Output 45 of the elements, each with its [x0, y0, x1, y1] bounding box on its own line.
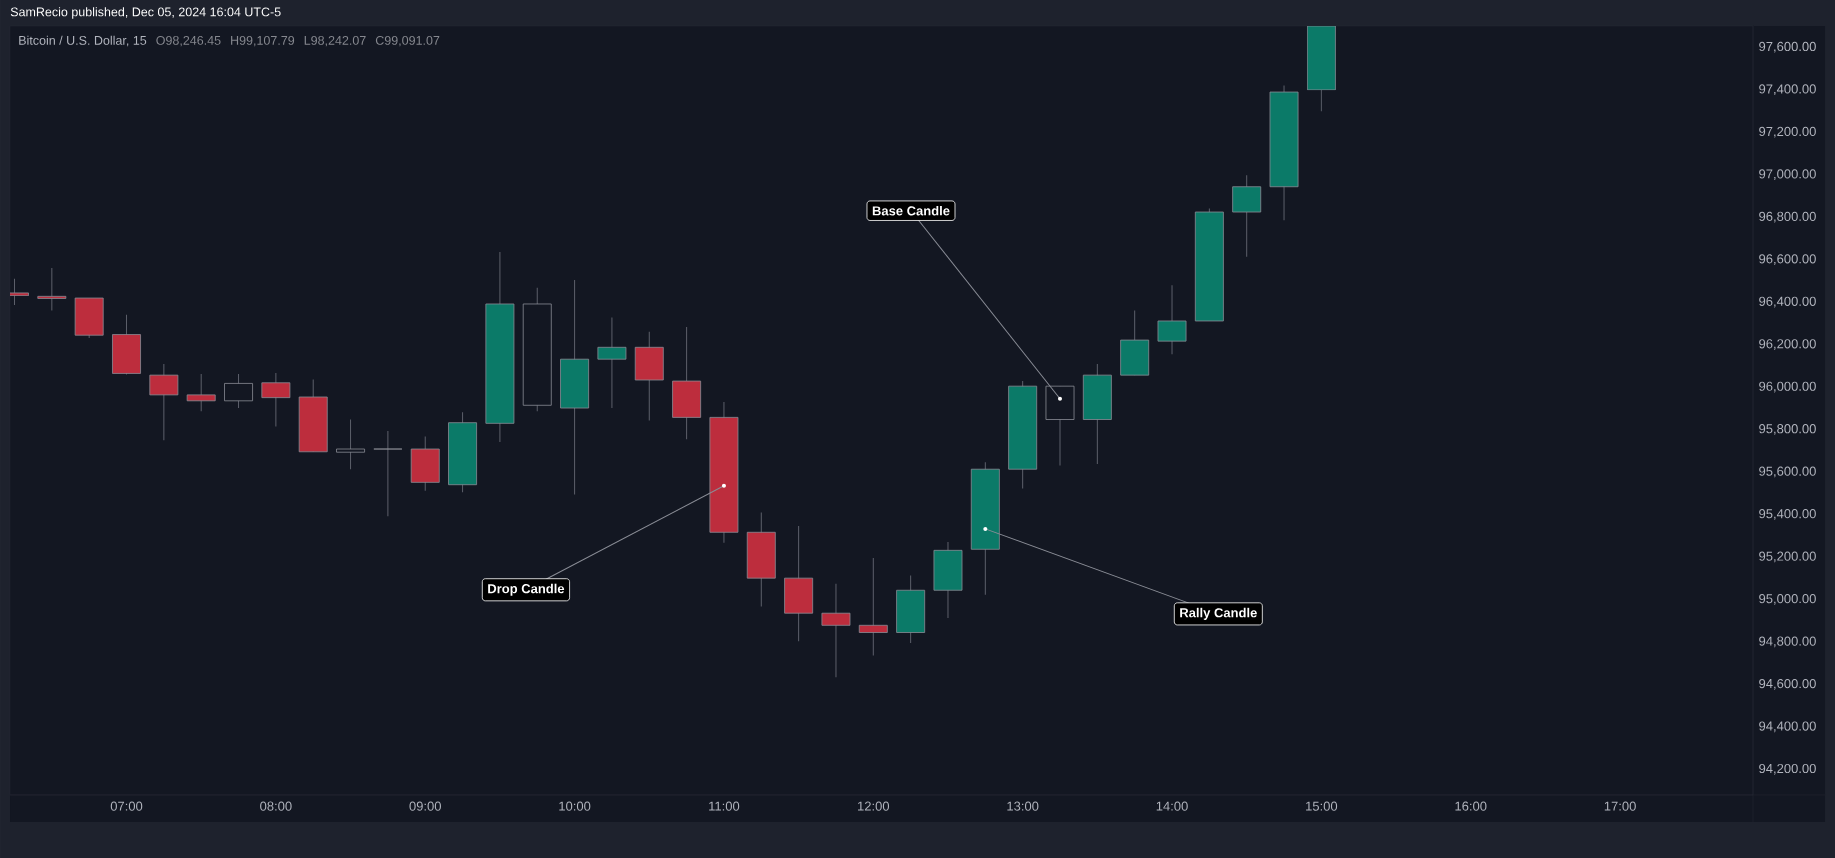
- y-tick-label: 95,400.00: [1759, 509, 1816, 520]
- x-tick-label: 07:00: [110, 801, 143, 811]
- candlestick: [373, 430, 403, 517]
- candlestick: [597, 317, 627, 409]
- y-tick-label: 95,000.00: [1759, 594, 1816, 605]
- y-tick-label: 96,200.00: [1759, 339, 1816, 350]
- x-tick-label: 13:00: [1007, 801, 1039, 811]
- y-tick-label: 97,400.00: [1759, 84, 1816, 96]
- y-tick-label: 96,400.00: [1759, 296, 1816, 308]
- candlestick: [37, 267, 67, 312]
- y-tick-label: 97,000.00: [1759, 169, 1816, 181]
- annotation: Rally Candle: [1180, 607, 1257, 620]
- y-tick-label: 96,000.00: [1759, 381, 1816, 393]
- y-tick-label: 97,200.00: [1759, 126, 1816, 138]
- annotation: O98,246.45: [156, 35, 221, 47]
- text: Bitcoin / U.S. Dollar, 15: [19, 35, 147, 47]
- y-tick-label: 95,600.00: [1759, 466, 1816, 478]
- x-tick-label: 16:00: [1455, 801, 1487, 811]
- x-tick-label: 15:00: [1306, 801, 1338, 811]
- y-tick-label: 94,200.00: [1759, 763, 1816, 775]
- candlestick: [336, 419, 365, 470]
- candlestick: [858, 557, 888, 656]
- candlestick: [186, 373, 216, 412]
- x-tick-label: 11:00: [709, 801, 740, 811]
- x-tick-label: 17:00: [1604, 801, 1636, 811]
- y-tick-label: 95,800.00: [1759, 424, 1816, 435]
- text: SamRecio published, Dec 05, 2024 16:04 UTC-5: [10, 7, 281, 19]
- annotation: Base Candle: [872, 205, 950, 216]
- x-tick-label: 10:00: [559, 801, 591, 811]
- annotation: C99,091.07: [375, 35, 440, 47]
- x-tick-label: 12:00: [858, 801, 890, 811]
- x-tick-label: 08:00: [260, 801, 292, 811]
- y-tick-label: 97,600.00: [1759, 41, 1816, 53]
- y-tick-label: 95,200.00: [1759, 551, 1816, 563]
- x-tick-label: 14:00: [1156, 801, 1188, 811]
- y-tick-label: 94,800.00: [1759, 636, 1816, 648]
- y-tick-label: 96,800.00: [1759, 211, 1816, 223]
- annotation: L98,242.07: [304, 35, 366, 47]
- y-tick-label: 94,400.00: [1759, 721, 1816, 733]
- annotation: Drop Candle: [488, 583, 565, 596]
- x-tick-label: 09:00: [409, 801, 441, 811]
- y-tick-label: 94,600.00: [1759, 678, 1816, 690]
- annotation: H99,107.79: [231, 35, 295, 47]
- y-tick-label: 96,600.00: [1759, 254, 1816, 265]
- candlestick: [821, 583, 851, 678]
